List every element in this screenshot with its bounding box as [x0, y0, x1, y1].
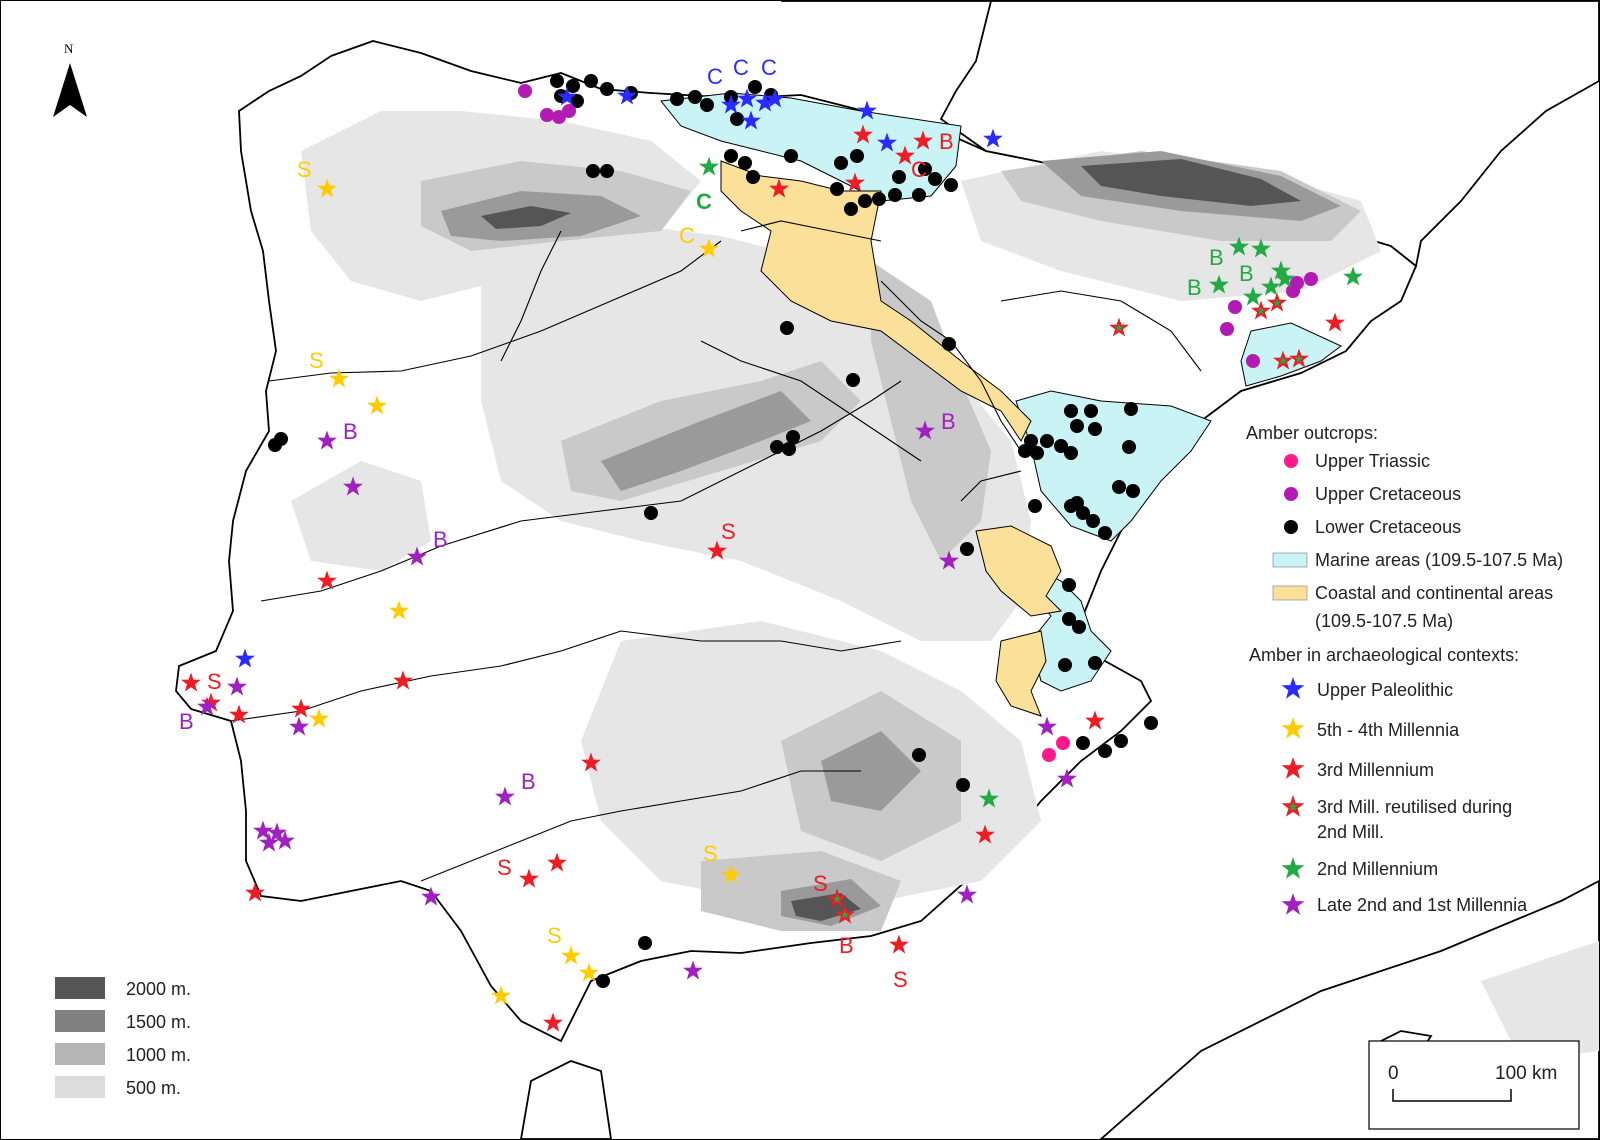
- site-label: C: [761, 55, 777, 80]
- site-label: S: [309, 348, 324, 373]
- scale-bar: 0 100 km: [1368, 1040, 1580, 1130]
- site-label: C: [733, 55, 749, 80]
- elev-2000-swatch: [55, 977, 105, 999]
- site-label: C: [696, 189, 712, 214]
- site-label: C: [679, 223, 695, 248]
- late-2-1-swatch: [1281, 893, 1305, 915]
- legend-upper-triassic: Upper Triassic: [1315, 451, 1430, 471]
- site-label: S: [893, 967, 908, 992]
- lower-cretaceous-outcrops: [268, 74, 1158, 988]
- site-label: B: [941, 409, 956, 434]
- legend-lower-cretaceous: Lower Cretaceous: [1315, 517, 1461, 537]
- upper-cretaceous-swatch: [1284, 487, 1298, 501]
- site-label: B: [343, 419, 358, 444]
- elev-2000-label: 2000 m.: [126, 979, 191, 999]
- legend-m3: 3rd Millennium: [1317, 760, 1434, 780]
- site-letter-labels: C C C B C S C C S B B S B S B B S S S S …: [179, 55, 1254, 992]
- legend-m5-4: 5th - 4th Millennia: [1317, 720, 1460, 740]
- legend-upper-cretaceous: Upper Cretaceous: [1315, 484, 1461, 504]
- elev-500-label: 500 m.: [126, 1078, 181, 1098]
- scale-end: 100 km: [1495, 1063, 1557, 1084]
- legend-m3-reused-line2: 2nd Mill.: [1317, 822, 1384, 842]
- site-label: S: [497, 855, 512, 880]
- elev-1000-swatch: [55, 1043, 105, 1065]
- legend-coastal-line2: (109.5-107.5 Ma): [1315, 611, 1453, 631]
- legend-upper-paleolithic: Upper Paleolithic: [1317, 680, 1453, 700]
- upper-triassic-swatch: [1284, 454, 1298, 468]
- site-label: S: [547, 923, 562, 948]
- elev-1500-swatch: [55, 1010, 105, 1032]
- legend-m3-reused-line1: 3rd Mill. reutilised during: [1317, 797, 1512, 817]
- legend-coastal-line1: Coastal and continental areas: [1315, 583, 1553, 603]
- site-label: S: [813, 871, 828, 896]
- site-label: S: [721, 519, 736, 544]
- marine-swatch: [1272, 552, 1308, 568]
- coastal-swatch: [1272, 585, 1308, 601]
- elevation-legend: 2000 m. 1500 m. 1000 m. 500 m.: [55, 977, 191, 1098]
- site-label: B: [433, 527, 448, 552]
- legend: Amber outcrops: Upper Triassic Upper Cre…: [1246, 423, 1563, 915]
- site-label: B: [839, 933, 854, 958]
- upper-triassic-outcrops: [1042, 736, 1070, 762]
- site-label: B: [1187, 275, 1202, 300]
- scale-zero: 0: [1388, 1063, 1399, 1084]
- elev-500-swatch: [55, 1076, 105, 1098]
- m2-swatch: [1281, 857, 1305, 879]
- legend-marine: Marine areas (109.5-107.5 Ma): [1315, 550, 1563, 570]
- site-label: S: [297, 157, 312, 182]
- north-africa: [520, 1060, 612, 1139]
- site-label: C: [707, 64, 723, 89]
- north-arrow-icon: [70, 63, 87, 117]
- site-label: B: [179, 709, 194, 734]
- upper-paleolithic-swatch: [1281, 677, 1305, 699]
- coastal-continental-areas: [720, 160, 1063, 717]
- site-label: S: [703, 841, 718, 866]
- elevation-shading: [291, 111, 1599, 1061]
- upper-cretaceous-outcrops: [518, 84, 1318, 368]
- lower-cretaceous-swatch: [1284, 520, 1298, 534]
- site-label: B: [1239, 261, 1254, 286]
- legend-m2: 2nd Millennium: [1317, 859, 1438, 879]
- north-label: N: [64, 41, 74, 56]
- site-label: B: [521, 769, 536, 794]
- elev-1000-label: 1000 m.: [126, 1045, 191, 1065]
- site-label: B: [939, 129, 954, 154]
- site-label: C: [911, 157, 927, 182]
- m5-4-swatch: [1281, 717, 1305, 739]
- legend-archaeo-title: Amber in archaeological contexts:: [1249, 645, 1519, 665]
- elev-1500-label: 1500 m.: [126, 1012, 191, 1032]
- legend-outcrops-title: Amber outcrops:: [1246, 423, 1378, 443]
- site-label: S: [207, 669, 222, 694]
- site-label: B: [1209, 245, 1224, 270]
- m3-swatch: [1281, 757, 1305, 779]
- north-arrow: N: [53, 41, 87, 117]
- legend-late-2-1: Late 2nd and 1st Millennia: [1317, 895, 1528, 915]
